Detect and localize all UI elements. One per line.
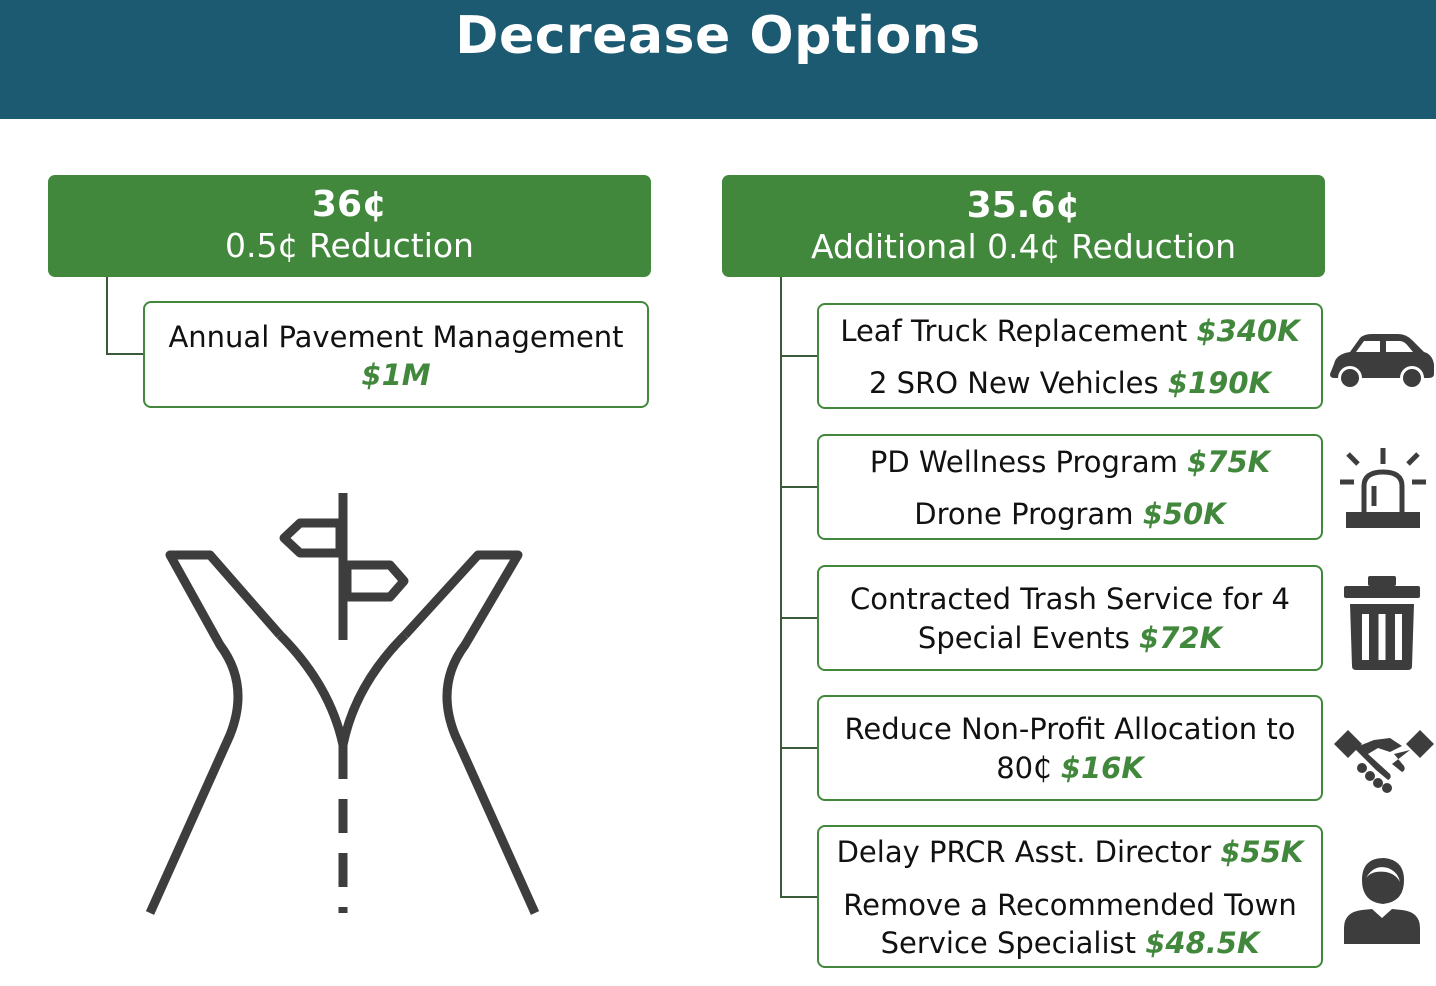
car-icon <box>1330 334 1434 390</box>
option-line: PD Wellness Program $75K <box>869 445 1271 479</box>
page-title: Decrease Options <box>455 6 981 66</box>
option-box-trash: Contracted Trash Service for 4 Special E… <box>817 565 1323 671</box>
option-line: Special Events $72K <box>917 621 1223 655</box>
header-banner: Decrease Options <box>0 0 1436 119</box>
road-fork-signpost-icon <box>145 493 540 915</box>
right-description: Additional 0.4¢ Reduction <box>810 227 1237 266</box>
trash-icon <box>1344 576 1420 670</box>
handshake-icon <box>1334 730 1434 793</box>
right-connector-branch <box>780 896 818 898</box>
right-connector-branch <box>780 486 818 488</box>
left-rate: 36¢ <box>311 184 388 225</box>
option-box-nonprofit: Reduce Non-Profit Allocation to 80₵ $16K <box>817 695 1323 801</box>
option-box-staffing: Delay PRCR Asst. Director $55K Remove a … <box>817 825 1323 968</box>
option-line: Contracted Trash Service for 4 <box>849 582 1290 616</box>
right-connector-branch <box>780 617 818 619</box>
option-line: Leaf Truck Replacement $340K <box>840 314 1300 348</box>
left-connector-horizontal <box>106 353 144 355</box>
siren-icon <box>1340 448 1426 528</box>
option-box-vehicles: Leaf Truck Replacement $340K 2 SRO New V… <box>817 303 1323 409</box>
right-connector-branch <box>780 355 818 357</box>
option-line: Drone Program $50K <box>914 497 1226 531</box>
option-line: 2 SRO New Vehicles $190K <box>869 366 1271 400</box>
right-option-header: 35.6¢ Additional 0.4¢ Reduction <box>722 175 1325 277</box>
right-connector-branch <box>780 747 818 749</box>
option-line: 80₵ $16K <box>996 751 1144 785</box>
person-icon <box>1344 858 1420 944</box>
right-rate: 35.6¢ <box>966 185 1081 226</box>
left-item-amount: $1M <box>361 358 431 392</box>
left-item-text: Annual Pavement Management <box>168 320 624 354</box>
option-line: Remove a Recommended Town <box>843 888 1297 922</box>
left-option-header: 36¢ 0.5¢ Reduction <box>48 175 651 277</box>
option-line: Service Specialist $48.5K <box>880 926 1260 960</box>
left-connector-vertical <box>106 277 108 354</box>
left-description: 0.5¢ Reduction <box>225 226 474 265</box>
option-box-police: PD Wellness Program $75K Drone Program $… <box>817 434 1323 540</box>
right-connector-vertical <box>780 277 782 897</box>
left-item-box: Annual Pavement Management $1M <box>143 301 649 408</box>
option-line: Reduce Non-Profit Allocation to <box>844 712 1296 746</box>
option-line: Delay PRCR Asst. Director $55K <box>836 835 1304 869</box>
